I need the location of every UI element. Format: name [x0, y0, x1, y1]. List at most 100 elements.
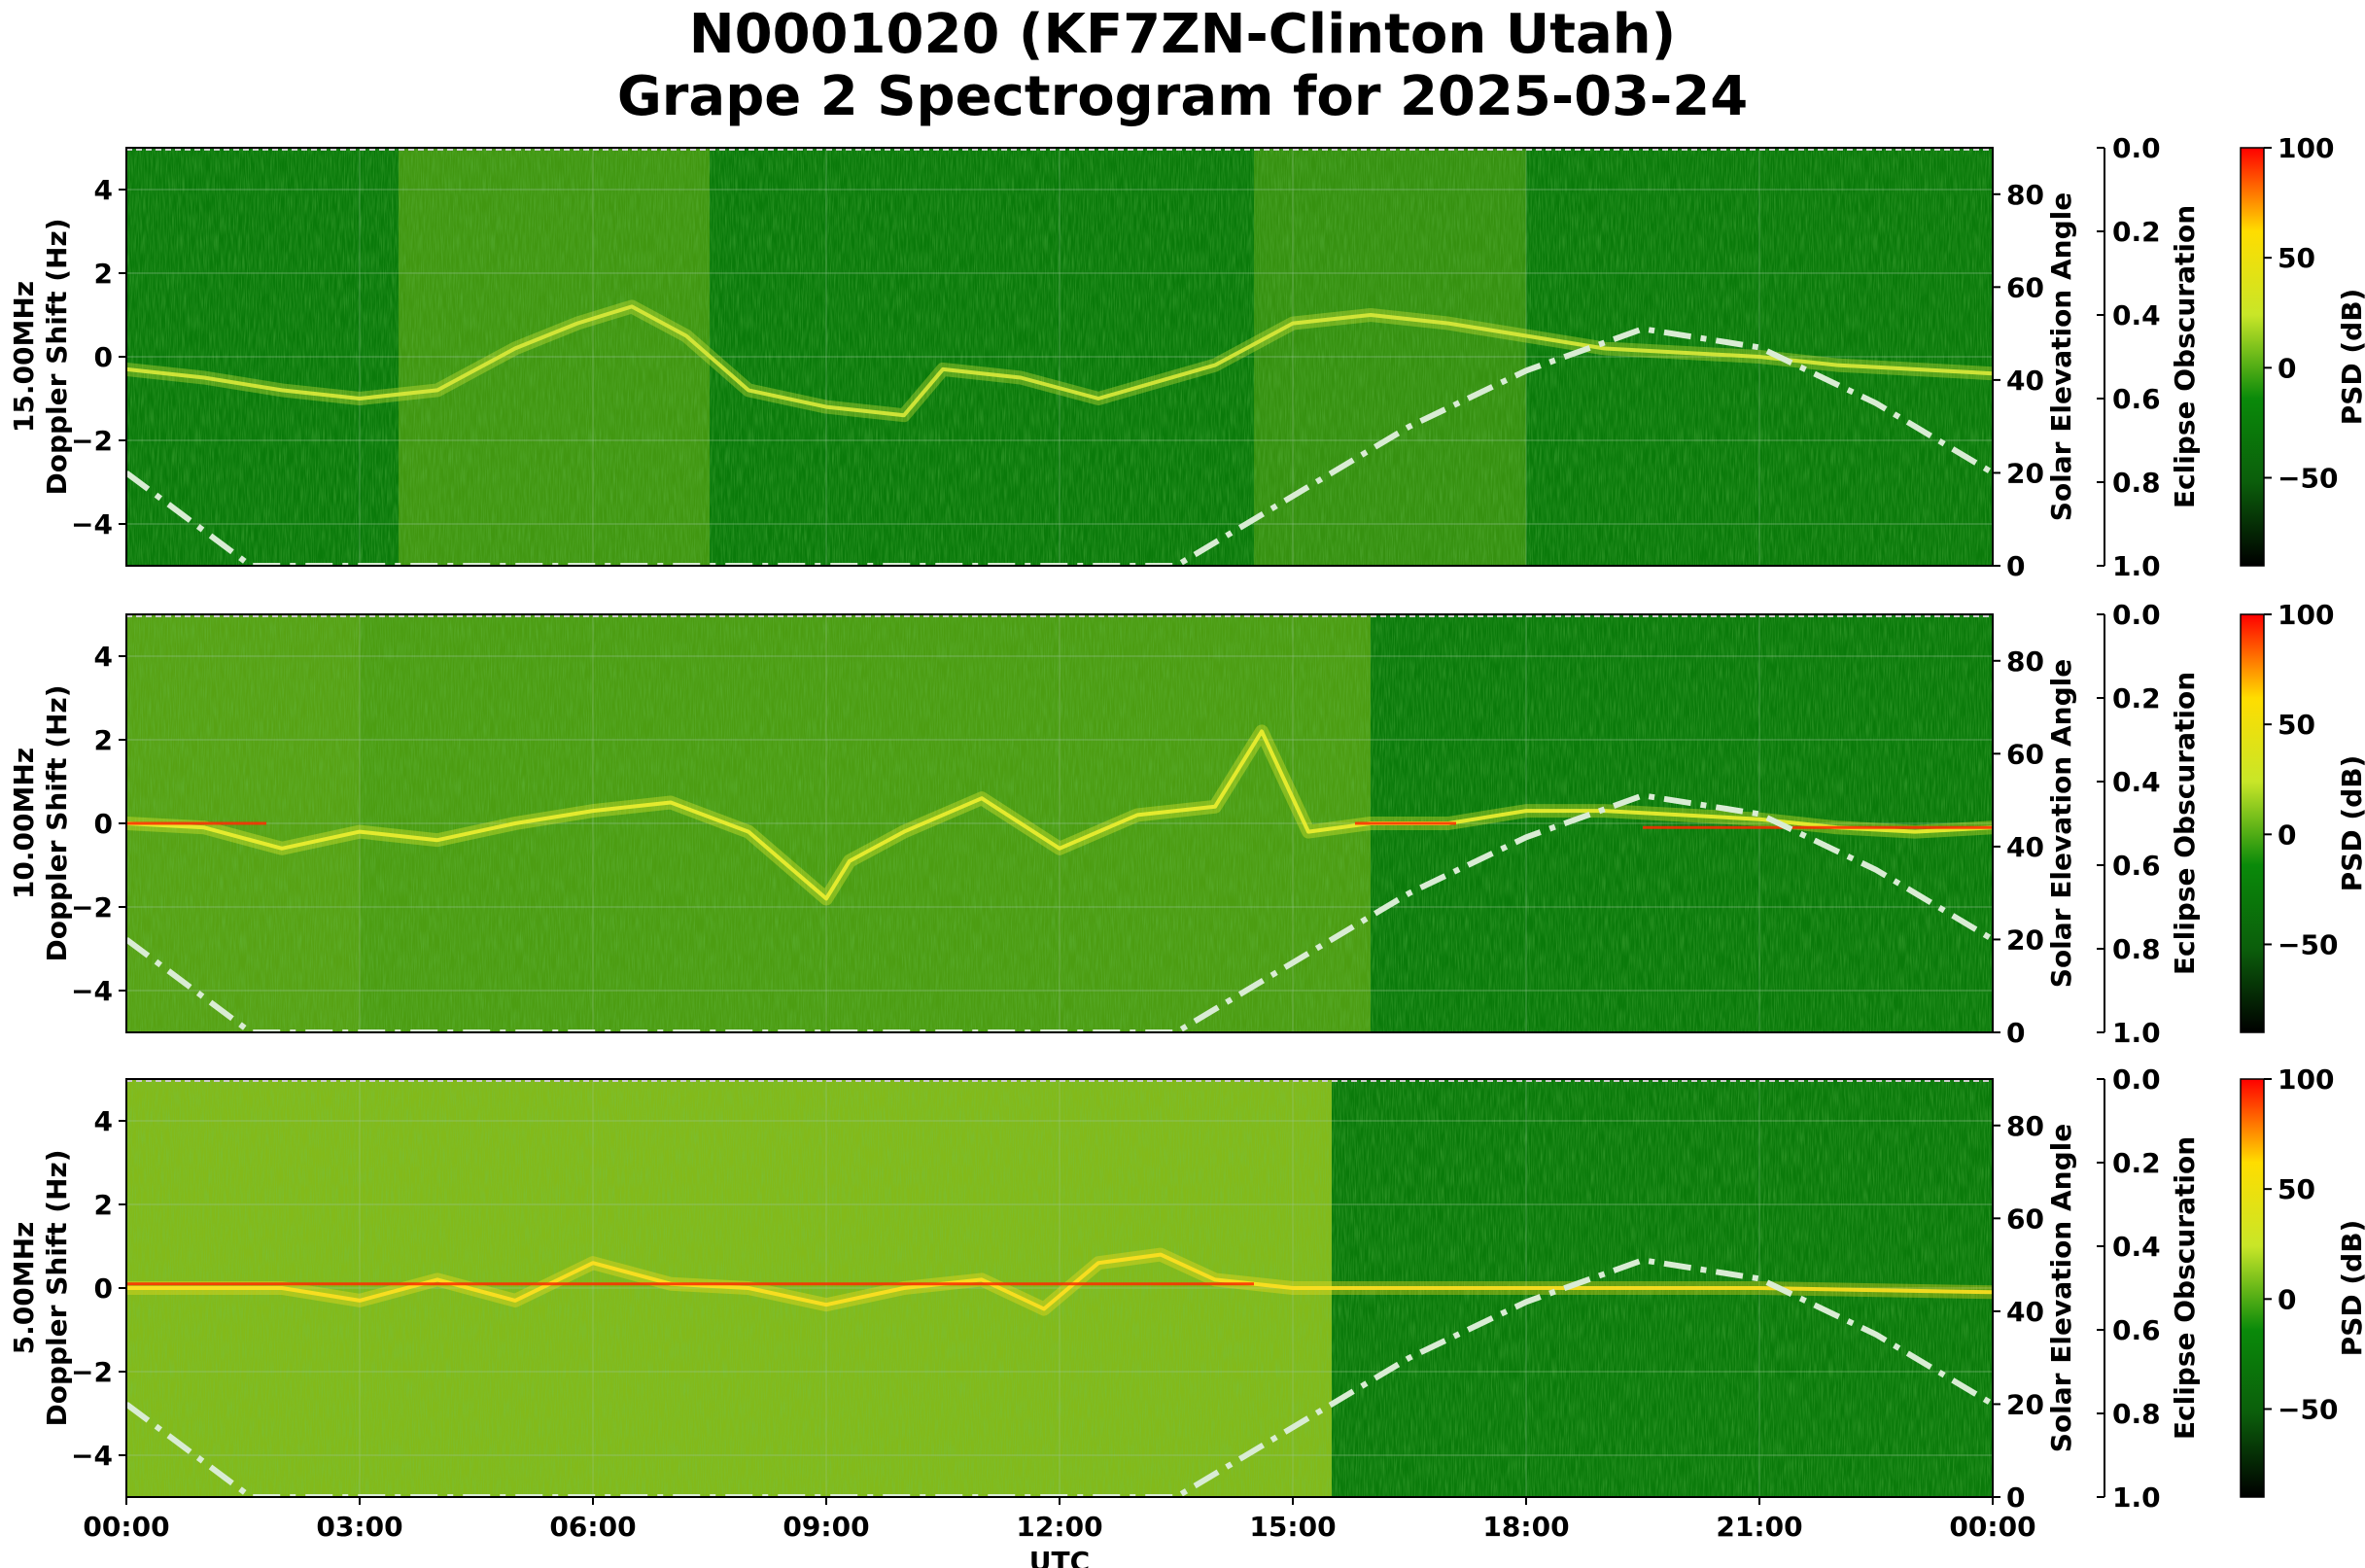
y-axis-label-line2: Doppler Shift (Hz) — [41, 684, 73, 961]
eclipse-tick-label: 0.2 — [2112, 1147, 2161, 1179]
y-tick-label: −2 — [71, 891, 113, 923]
y-tick-label: 0 — [94, 341, 113, 373]
colorbar — [2240, 147, 2265, 567]
colorbar-tick-label: 100 — [2278, 1063, 2334, 1096]
eclipse-tick-label: 0.0 — [2112, 599, 2161, 631]
solar-tick-label: 40 — [2006, 831, 2044, 863]
y-tick-label: 2 — [94, 258, 113, 290]
solar-elevation-label: Solar Elevation Angle — [2045, 1124, 2077, 1452]
eclipse-tick-label: 0.0 — [2112, 132, 2161, 164]
y-tick-label: −2 — [71, 425, 113, 457]
solar-tick-label: 0 — [2006, 1017, 2025, 1049]
colorbar — [2240, 613, 2265, 1033]
solar-elevation-curve — [126, 326, 1993, 566]
chart-title-line2: Grape 2 Spectrogram for 2025-03-24 — [616, 65, 1749, 128]
x-axis-label: UTC — [1029, 1546, 1090, 1568]
eclipse-tick-label: 0.2 — [2112, 216, 2161, 248]
eclipse-tick-label: 0.0 — [2112, 1063, 2161, 1096]
y-axis-label: 15.00MHz Doppler Shift (Hz) — [8, 218, 73, 495]
eclipse-tick-label: 0.6 — [2112, 383, 2161, 415]
solar-elevation-curve — [126, 1257, 1993, 1497]
eclipse-tick-label: 0.8 — [2112, 933, 2161, 965]
y-axis-label-line2: Doppler Shift (Hz) — [41, 218, 73, 495]
x-tick-label: 15:00 — [1249, 1511, 1336, 1543]
x-tick-label: 00:00 — [1949, 1511, 2035, 1543]
solar-tick-label: 60 — [2006, 738, 2044, 770]
spectrogram-plot-area — [126, 614, 1993, 1032]
colorbar — [2240, 1078, 2265, 1498]
colorbar-tick-label: −50 — [2278, 928, 2338, 960]
doppler-ridge — [126, 1252, 1993, 1311]
colorbar-tick-label: 50 — [2278, 1173, 2315, 1205]
solar-elevation-curve — [126, 792, 1993, 1032]
eclipse-tick-label: 0.4 — [2112, 299, 2161, 331]
doppler-ridge — [126, 729, 1993, 901]
eclipse-tick-label: 0.6 — [2112, 1314, 2161, 1346]
solar-tick-label: 40 — [2006, 365, 2044, 397]
solar-tick-label: 20 — [2006, 923, 2044, 956]
solar-elevation-label: Solar Elevation Angle — [2045, 192, 2077, 521]
y-tick-label: −4 — [71, 975, 113, 1007]
y-tick-label: 4 — [94, 1105, 113, 1137]
solar-tick-label: 80 — [2006, 1110, 2044, 1142]
y-axis-label-line1: 15.00MHz — [8, 281, 40, 433]
eclipse-tick-label: 0.4 — [2112, 766, 2161, 798]
eclipse-tick-label: 0.2 — [2112, 682, 2161, 714]
solar-elevation-label: Solar Elevation Angle — [2045, 659, 2077, 988]
eclipse-obscuration-label: Eclipse Obscuration — [2169, 1136, 2201, 1440]
colorbar-label: PSD (dB) — [2336, 289, 2365, 426]
eclipse-tick-label: 0.4 — [2112, 1231, 2161, 1263]
eclipse-tick-label: 1.0 — [2112, 1017, 2161, 1049]
y-axis-label: 10.00MHz Doppler Shift (Hz) — [8, 684, 73, 961]
y-tick-label: −4 — [71, 508, 113, 540]
solar-tick-label: 20 — [2006, 457, 2044, 489]
colorbar-tick-label: 0 — [2278, 1283, 2296, 1315]
chart-title-line1: N0001020 (KF7ZN-Clinton Utah) — [688, 3, 1677, 66]
solar-tick-label: 0 — [2006, 550, 2025, 582]
y-tick-label: −4 — [71, 1440, 113, 1472]
colorbar-tick-label: 0 — [2278, 819, 2296, 851]
colorbar-tick-label: −50 — [2278, 462, 2338, 494]
eclipse-tick-label: 0.8 — [2112, 1398, 2161, 1430]
x-tick-label: 18:00 — [1482, 1511, 1569, 1543]
spectrogram-plot-area — [126, 1079, 1993, 1497]
eclipse-tick-label: 0.6 — [2112, 850, 2161, 882]
colorbar-tick-label: 100 — [2278, 132, 2334, 164]
colorbar-tick-label: 50 — [2278, 709, 2315, 741]
y-axis-label-line2: Doppler Shift (Hz) — [41, 1149, 73, 1426]
eclipse-obscuration-label: Eclipse Obscuration — [2169, 672, 2201, 975]
x-tick-label: 06:00 — [549, 1511, 636, 1543]
solar-tick-label: 40 — [2006, 1296, 2044, 1328]
y-axis-label-line1: 10.00MHz — [8, 748, 40, 899]
solar-tick-label: 0 — [2006, 1481, 2025, 1514]
colorbar-tick-label: 50 — [2278, 242, 2315, 274]
colorbar-tick-label: 0 — [2278, 352, 2296, 384]
y-tick-label: 0 — [94, 808, 113, 840]
x-tick-label: 21:00 — [1716, 1511, 1802, 1543]
panel-5-00mhz: 420−2−45.00MHz Doppler Shift (Hz)80604020… — [8, 1063, 2365, 1568]
y-tick-label: 0 — [94, 1272, 113, 1305]
y-tick-label: −2 — [71, 1356, 113, 1388]
y-tick-label: 2 — [94, 724, 113, 756]
panel-10-00mhz: 420−2−410.00MHz Doppler Shift (Hz)8060402… — [8, 599, 2365, 1049]
y-tick-label: 4 — [94, 174, 113, 206]
y-axis-label: 5.00MHz Doppler Shift (Hz) — [8, 1149, 73, 1426]
colorbar-label: PSD (dB) — [2336, 755, 2365, 892]
colorbar-tick-label: −50 — [2278, 1393, 2338, 1425]
eclipse-obscuration-label: Eclipse Obscuration — [2169, 205, 2201, 508]
x-tick-label: 03:00 — [316, 1511, 402, 1543]
solar-tick-label: 80 — [2006, 179, 2044, 211]
solar-tick-label: 80 — [2006, 645, 2044, 678]
x-tick-label: 12:00 — [1016, 1511, 1102, 1543]
colorbar-tick-label: 100 — [2278, 599, 2334, 631]
y-tick-label: 2 — [94, 1189, 113, 1221]
eclipse-tick-label: 1.0 — [2112, 550, 2161, 582]
x-tick-label: 09:00 — [783, 1511, 869, 1543]
solar-tick-label: 20 — [2006, 1388, 2044, 1420]
eclipse-tick-label: 0.8 — [2112, 467, 2161, 499]
y-axis-label-line1: 5.00MHz — [8, 1222, 40, 1355]
y-tick-label: 4 — [94, 641, 113, 673]
doppler-ridge — [126, 304, 1993, 418]
eclipse-tick-label: 1.0 — [2112, 1481, 2161, 1514]
